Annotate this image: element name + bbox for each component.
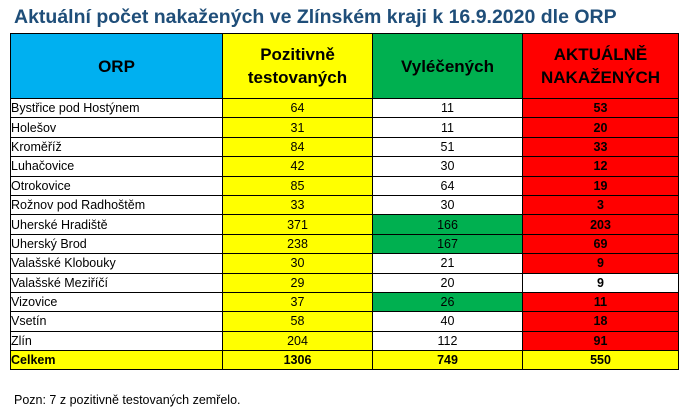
header-current: AKTUÁLNĚ NAKAŽENÝCH	[522, 33, 679, 99]
positive-cell: 29	[222, 272, 373, 293]
recovered-cell: 11	[372, 97, 523, 119]
positive-cell: 204	[222, 330, 373, 352]
table-row: Holešov 31 11 20	[10, 117, 679, 138]
table-row: Vsetín 58 40 18	[10, 311, 679, 332]
header-orp: ORP	[10, 33, 223, 99]
positive-cell: 238	[222, 233, 373, 255]
footnote: Pozn: 7 z pozitivně testovaných zemřelo.	[14, 393, 241, 407]
orp-name-cell: Uherské Hradiště	[10, 214, 223, 235]
table-row: Valašské Klobouky 30 21 9	[10, 253, 679, 274]
total-current: 550	[522, 350, 679, 371]
current-cell: 91	[522, 330, 679, 352]
positive-cell: 85	[222, 175, 373, 196]
recovered-cell: 30	[372, 194, 523, 216]
current-cell: 11	[522, 291, 679, 313]
recovered-cell: 30	[372, 156, 523, 177]
recovered-cell: 51	[372, 136, 523, 158]
table-body: Bystřice pod Hostýnem 64 11 53 Holešov 31 11 20…	[10, 97, 679, 352]
table-row: Valašské Meziříčí 29 20 9	[10, 272, 679, 293]
recovered-cell: 11	[372, 117, 523, 138]
recovered-cell: 40	[372, 311, 523, 332]
recovered-cell: 166	[372, 214, 523, 235]
current-cell: 203	[522, 214, 679, 235]
positive-cell: 84	[222, 136, 373, 158]
current-cell: 69	[522, 233, 679, 255]
orp-name-cell: Valašské Klobouky	[10, 253, 223, 274]
recovered-cell: 26	[372, 291, 523, 313]
positive-cell: 30	[222, 253, 373, 274]
total-recovered: 749	[372, 350, 523, 371]
current-cell: 53	[522, 97, 679, 119]
orp-name-cell: Luhačovice	[10, 156, 223, 177]
orp-name-cell: Kroměříž	[10, 136, 223, 158]
current-cell: 9	[522, 253, 679, 274]
table-row: Uherské Hradiště 371 166 203	[10, 214, 679, 235]
current-cell: 19	[522, 175, 679, 196]
positive-cell: 371	[222, 214, 373, 235]
table-row: Bystřice pod Hostýnem 64 11 53	[10, 97, 679, 119]
orp-name-cell: Uherský Brod	[10, 233, 223, 255]
orp-name-cell: Rožnov pod Radhoštěm	[10, 194, 223, 216]
orp-name-cell: Valašské Meziříčí	[10, 272, 223, 293]
header-recovered: Vyléčených	[372, 33, 523, 99]
infection-table: ORP Pozitivně testovaných Vyléčených AKT…	[10, 33, 679, 371]
page-title: Aktuální počet nakažených ve Zlínském kr…	[14, 6, 617, 28]
positive-cell: 33	[222, 194, 373, 216]
orp-name-cell: Bystřice pod Hostýnem	[10, 97, 223, 119]
orp-name-cell: Zlín	[10, 330, 223, 352]
orp-name-cell: Vizovice	[10, 291, 223, 313]
recovered-cell: 20	[372, 272, 523, 293]
current-cell: 9	[522, 272, 679, 293]
current-cell: 20	[522, 117, 679, 138]
orp-name-cell: Holešov	[10, 117, 223, 138]
positive-cell: 64	[222, 97, 373, 119]
orp-name-cell: Vsetín	[10, 311, 223, 332]
current-cell: 12	[522, 156, 679, 177]
table-row: Zlín 204 112 91	[10, 330, 679, 352]
orp-name-cell: Otrokovice	[10, 175, 223, 196]
current-cell: 3	[522, 194, 679, 216]
recovered-cell: 112	[372, 330, 523, 352]
recovered-cell: 21	[372, 253, 523, 274]
total-positive: 1306	[222, 350, 373, 371]
positive-cell: 31	[222, 117, 373, 138]
current-cell: 18	[522, 311, 679, 332]
table-row: Rožnov pod Radhoštěm 33 30 3	[10, 194, 679, 216]
table-row: Uherský Brod 238 167 69	[10, 233, 679, 255]
table-row: Otrokovice 85 64 19	[10, 175, 679, 196]
positive-cell: 42	[222, 156, 373, 177]
table-row: Kroměříž 84 51 33	[10, 136, 679, 158]
total-label: Celkem	[10, 350, 223, 371]
table-row: Vizovice 37 26 11	[10, 291, 679, 313]
current-cell: 33	[522, 136, 679, 158]
table-row: Luhačovice 42 30 12	[10, 156, 679, 177]
positive-cell: 58	[222, 311, 373, 332]
positive-cell: 37	[222, 291, 373, 313]
recovered-cell: 167	[372, 233, 523, 255]
total-row: Celkem 1306 749 550	[10, 350, 679, 371]
table-header-row: ORP Pozitivně testovaných Vyléčených AKT…	[10, 33, 679, 99]
recovered-cell: 64	[372, 175, 523, 196]
header-positive: Pozitivně testovaných	[222, 33, 373, 99]
